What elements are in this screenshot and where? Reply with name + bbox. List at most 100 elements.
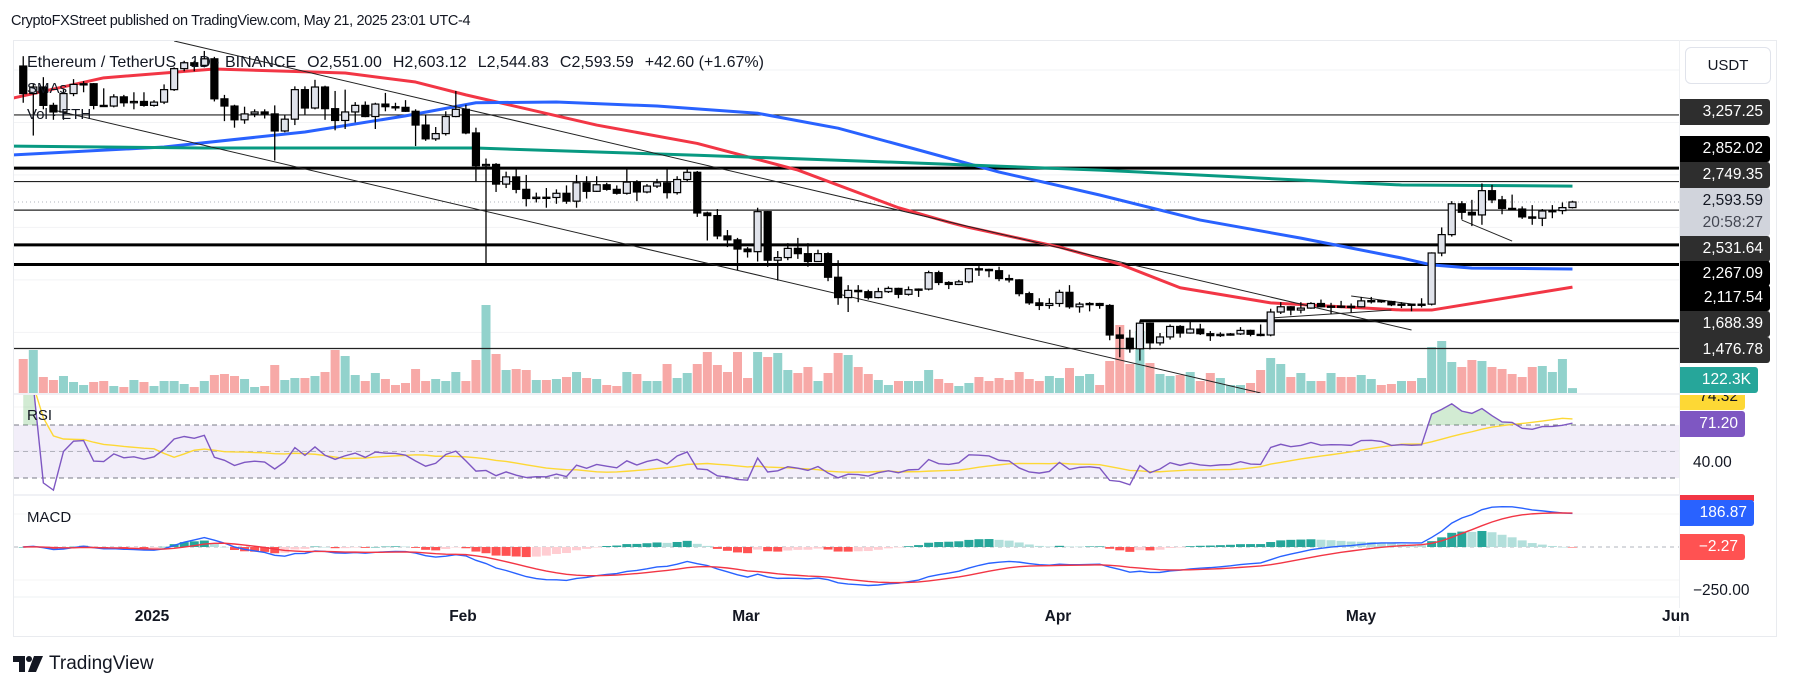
candle xyxy=(1095,302,1104,307)
volume-bar xyxy=(169,381,179,393)
macd-histogram-bar xyxy=(1427,541,1437,547)
macd-histogram-bar xyxy=(592,547,602,548)
volume-bar xyxy=(974,377,984,393)
rsi-value-label: 71.20 xyxy=(1680,411,1745,437)
macd-histogram-bar xyxy=(1467,531,1477,547)
macd-histogram-bar xyxy=(1125,547,1135,552)
macd-histogram-bar xyxy=(370,546,380,548)
candle xyxy=(1518,208,1527,218)
candle xyxy=(1105,304,1114,336)
macd-histogram-bar xyxy=(793,547,803,550)
macd-histogram-bar xyxy=(511,547,521,557)
volume-bar xyxy=(300,378,310,393)
candle xyxy=(170,68,179,91)
volume-bar xyxy=(370,373,380,393)
candle xyxy=(1528,216,1537,219)
macd-histogram-bar xyxy=(471,547,481,552)
volume-bar xyxy=(280,380,290,393)
candle xyxy=(1457,203,1466,213)
macd-histogram-bar xyxy=(944,541,954,547)
volume-bar xyxy=(1085,374,1095,393)
candle xyxy=(964,268,973,283)
time-label: May xyxy=(1345,608,1377,625)
macd-histogram-bar xyxy=(541,547,551,556)
volume-bar xyxy=(1427,347,1437,393)
ohlc-high: H2,603.12 xyxy=(392,54,467,71)
macd-value-label: 186.87 xyxy=(1680,500,1754,526)
volume-bar xyxy=(139,382,149,393)
macd-histogram-bar xyxy=(1346,541,1356,547)
macd-indicator-label[interactable]: MACD xyxy=(27,509,72,526)
macd-histogram-bar xyxy=(934,542,944,547)
tradingview-logo[interactable]: TradingView xyxy=(13,653,154,675)
candle xyxy=(69,83,78,95)
volume-bar xyxy=(260,386,270,393)
candle xyxy=(79,83,88,86)
candle xyxy=(1025,293,1034,304)
macd-histogram-bar xyxy=(1256,544,1266,547)
candle xyxy=(1487,190,1497,201)
candle xyxy=(984,268,994,272)
signal-line xyxy=(23,512,1573,584)
volume-bar xyxy=(1175,375,1185,393)
trendline xyxy=(174,41,1412,331)
volume-indicator-label[interactable]: Vol · ETH xyxy=(27,106,92,123)
candle xyxy=(1548,210,1557,213)
macd-histogram-bar xyxy=(1457,531,1467,547)
symbol-legend: Ethereum / TetherUS · 1D · BINANCE O2,55… xyxy=(27,54,764,72)
macd-histogram-bar xyxy=(1547,545,1557,547)
macd-histogram-bar xyxy=(189,541,199,547)
macd-histogram-bar xyxy=(1205,545,1215,547)
macd-histogram-bar xyxy=(431,547,441,551)
volume-bar xyxy=(411,369,421,393)
candle xyxy=(924,272,933,290)
volume-bar xyxy=(873,380,883,393)
candle xyxy=(582,182,591,192)
macd-histogram-label: −2.27 xyxy=(1680,534,1745,560)
volume-bar xyxy=(1336,377,1346,393)
candle xyxy=(803,253,813,263)
volume-bar xyxy=(1457,367,1467,393)
volume-bar xyxy=(340,356,350,393)
volume-bar xyxy=(763,357,773,393)
macd-histogram-bar xyxy=(1014,542,1024,547)
macd-histogram-bar xyxy=(1386,543,1396,547)
volume-bar xyxy=(290,378,300,393)
macd-histogram-bar xyxy=(330,547,340,549)
volume-bar xyxy=(79,385,89,393)
time-axis[interactable]: 2025 Feb Mar Apr May xyxy=(14,597,1679,637)
time-label: Apr xyxy=(1044,608,1072,625)
macd-histogram-bar xyxy=(1064,546,1074,548)
candle xyxy=(864,291,873,299)
volume-bar xyxy=(753,352,763,393)
volume-bar xyxy=(1356,375,1366,393)
macd-histogram-bar xyxy=(129,547,139,549)
volume-bar xyxy=(38,377,48,393)
sma-indicator-label[interactable]: SMAs xyxy=(27,80,68,97)
volume-bar xyxy=(1246,383,1256,393)
volume-bar xyxy=(531,380,541,393)
ohlc-close: C2,593.59 xyxy=(559,54,634,71)
volume-bar xyxy=(310,376,320,393)
sma-50-line xyxy=(14,67,1573,312)
macd-histogram-bar xyxy=(1286,539,1296,547)
tradingview-logo-icon xyxy=(13,656,43,672)
candle xyxy=(813,253,823,263)
rsi-indicator-label[interactable]: RSI xyxy=(27,407,53,424)
candle xyxy=(1558,206,1567,212)
candle xyxy=(401,106,410,112)
volume-bar xyxy=(89,382,99,393)
volume-bar xyxy=(1014,372,1024,393)
volume-bar xyxy=(1276,364,1286,393)
candle xyxy=(703,212,712,217)
volume-bar xyxy=(1215,378,1225,393)
currency-button[interactable]: USDT xyxy=(1685,47,1771,84)
candle xyxy=(109,96,118,107)
volume-bar xyxy=(1547,372,1557,393)
candle xyxy=(1377,300,1386,303)
candle xyxy=(1347,305,1356,309)
symbol-title[interactable]: Ethereum / TetherUS · 1D · BINANCE xyxy=(27,54,297,71)
volume-bar xyxy=(1386,384,1396,393)
volume-bar xyxy=(1095,385,1105,393)
